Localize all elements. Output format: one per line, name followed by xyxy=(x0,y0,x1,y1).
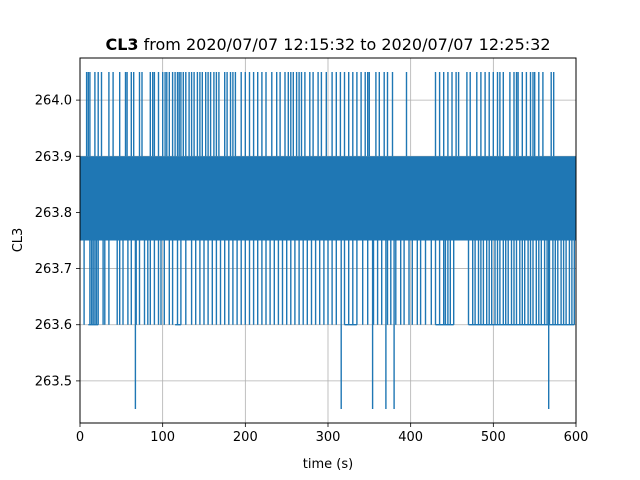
y-tick-label: 263.6 xyxy=(35,318,72,333)
series-lower-spikes xyxy=(83,240,575,325)
chart-title: CL3 from 2020/07/07 12:15:32 to 2020/07/… xyxy=(105,35,550,54)
y-tick-label: 263.9 xyxy=(35,150,72,165)
chart-title-bold: CL3 xyxy=(105,35,138,54)
x-tick-label: 200 xyxy=(233,430,258,445)
x-tick-label: 400 xyxy=(398,430,423,445)
x-axis-ticks: 0 100 200 300 400 500 600 xyxy=(76,423,589,445)
y-tick-label: 264.0 xyxy=(35,94,72,109)
chart-title-rest: from 2020/07/07 12:15:32 to 2020/07/07 1… xyxy=(139,35,551,54)
x-tick-label: 100 xyxy=(150,430,175,445)
x-tick-label: 600 xyxy=(564,430,589,445)
y-tick-label: 263.8 xyxy=(35,206,72,221)
x-tick-label: 0 xyxy=(76,430,84,445)
series-upper-spikes xyxy=(85,72,555,157)
y-axis-label: CL3 xyxy=(11,228,26,253)
y-tick-label: 263.7 xyxy=(35,262,72,277)
x-tick-label: 300 xyxy=(316,430,341,445)
series-outlier-spikes xyxy=(134,240,550,409)
x-tick-label: 500 xyxy=(481,430,506,445)
y-axis-ticks: 263.5 263.6 263.7 263.8 263.9 264.0 xyxy=(35,94,80,389)
plot-series xyxy=(80,72,576,409)
y-tick-label: 263.5 xyxy=(35,374,72,389)
x-axis-label: time (s) xyxy=(303,457,353,472)
series-band xyxy=(80,156,576,241)
